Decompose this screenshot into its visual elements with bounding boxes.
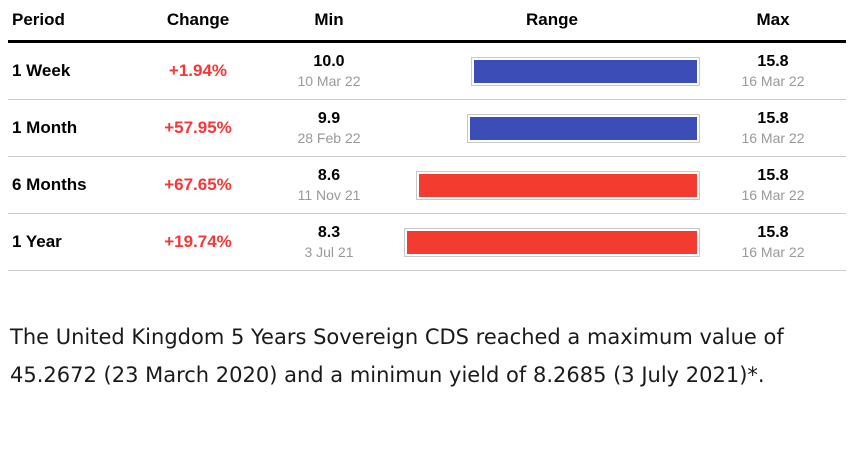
min-date: 10 Mar 22 xyxy=(297,73,361,89)
header-max: Max xyxy=(756,10,790,29)
period-label: 1 Week xyxy=(12,61,71,80)
min-date: 3 Jul 21 xyxy=(304,244,354,260)
min-value: 8.3 xyxy=(317,224,341,241)
header-min: Min xyxy=(314,10,344,29)
range-bar-fill xyxy=(407,230,697,254)
max-value: 15.8 xyxy=(757,53,789,70)
header-change: Change xyxy=(166,10,230,29)
period-cell: 1 Week xyxy=(8,61,142,81)
max-date: 16 Mar 22 xyxy=(741,244,805,260)
max-date: 16 Mar 22 xyxy=(741,187,805,203)
min-cell: 8.6 11 Nov 21 xyxy=(254,166,404,204)
range-cell xyxy=(404,113,700,143)
max-date: 16 Mar 22 xyxy=(741,73,805,89)
table-row-1-week: 1 Week +1.94% 10.0 10 Mar 22 15.8 16 Mar… xyxy=(8,43,846,100)
period-cell: 1 Month xyxy=(8,118,142,138)
range-bar-fill xyxy=(474,59,697,83)
summary-paragraph: The United Kingdom 5 Years Sovereign CDS… xyxy=(10,325,784,387)
range-bar-fill xyxy=(470,116,697,140)
max-cell: 15.8 16 Mar 22 xyxy=(700,166,846,204)
period-label: 1 Month xyxy=(12,118,78,137)
max-cell: 15.8 16 Mar 22 xyxy=(700,223,846,261)
min-cell: 10.0 10 Mar 22 xyxy=(254,52,404,90)
table-row-1-year: 1 Year +19.74% 8.3 3 Jul 21 15.8 16 Mar … xyxy=(8,214,846,271)
max-value: 15.8 xyxy=(757,224,789,241)
range-cell xyxy=(404,56,700,86)
table-row-1-month: 1 Month +57.95% 9.9 28 Feb 22 15.8 16 Ma… xyxy=(8,100,846,157)
range-bar-fill xyxy=(418,173,697,197)
period-label: 6 Months xyxy=(12,175,87,194)
range-bar xyxy=(471,56,700,86)
range-bar xyxy=(467,113,700,143)
period-cell: 1 Year xyxy=(8,232,142,252)
change-value: +67.65% xyxy=(164,175,232,194)
table-header-row: Period Change Min Range Max xyxy=(8,0,846,43)
min-value: 10.0 xyxy=(313,53,345,70)
max-value: 15.8 xyxy=(757,110,789,127)
max-cell: 15.8 16 Mar 22 xyxy=(700,109,846,147)
max-value: 15.8 xyxy=(757,167,789,184)
min-cell: 9.9 28 Feb 22 xyxy=(254,109,404,147)
max-date: 16 Mar 22 xyxy=(741,130,805,146)
min-value: 8.6 xyxy=(317,167,341,184)
range-cell xyxy=(404,227,700,257)
period-label: 1 Year xyxy=(12,232,62,251)
change-value: +19.74% xyxy=(164,232,232,251)
min-date: 11 Nov 21 xyxy=(297,187,361,203)
min-cell: 8.3 3 Jul 21 xyxy=(254,223,404,261)
header-period: Period xyxy=(12,10,65,29)
range-bar xyxy=(404,227,700,257)
change-cell: +19.74% xyxy=(142,232,254,252)
range-cell xyxy=(404,170,700,200)
max-cell: 15.8 16 Mar 22 xyxy=(700,52,846,90)
change-cell: +1.94% xyxy=(142,61,254,81)
cds-range-table: Period Change Min Range Max 1 Week +1.94… xyxy=(8,0,846,271)
change-cell: +57.95% xyxy=(142,118,254,138)
change-cell: +67.65% xyxy=(142,175,254,195)
range-bar xyxy=(415,170,700,200)
header-range: Range xyxy=(526,10,578,29)
min-date: 28 Feb 22 xyxy=(297,130,361,146)
change-value: +1.94% xyxy=(168,61,228,80)
period-cell: 6 Months xyxy=(8,175,142,195)
min-value: 9.9 xyxy=(317,110,341,127)
change-value: +57.95% xyxy=(164,118,232,137)
table-row-6-months: 6 Months +67.65% 8.6 11 Nov 21 15.8 16 M… xyxy=(8,157,846,214)
